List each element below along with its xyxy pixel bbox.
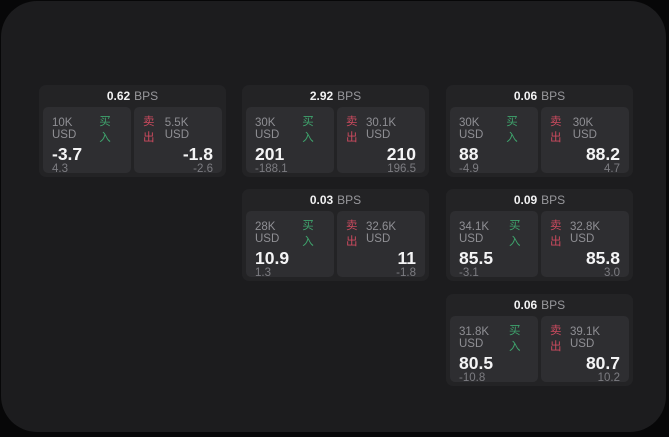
- sell-quote[interactable]: 卖出 30K USD 88.2 4.7: [541, 107, 629, 175]
- quote-card[interactable]: 0.06 BPS 30K USD 买入 88 -4.9 卖出 30K USD 8…: [446, 85, 633, 177]
- buy-price: 80.5: [459, 353, 494, 373]
- sell-side-label: 卖出: [550, 325, 562, 353]
- quote-card[interactable]: 0.03 BPS 28K USD 买入 10.9 1.3 卖出 32.6K US…: [242, 189, 429, 281]
- spread-header: 0.09 BPS: [450, 189, 629, 211]
- sell-delta: 196.5: [387, 163, 416, 175]
- buy-size: 30K USD: [255, 117, 280, 141]
- sell-size: 5.5K USD: [164, 117, 189, 141]
- sell-price: 210: [386, 144, 416, 164]
- spread-value: 2.92: [309, 89, 334, 103]
- spread-header: 2.92 BPS: [246, 85, 425, 107]
- sell-delta: -2.6: [193, 163, 213, 175]
- quote-card[interactable]: 0.09 BPS 34.1K USD 买入 85.5 -3.1 卖出 32.8K…: [446, 189, 633, 281]
- buy-quote[interactable]: 10K USD 买入 -3.7 4.3: [43, 107, 131, 175]
- buy-quote[interactable]: 34.1K USD 买入 85.5 -3.1: [450, 211, 538, 279]
- sell-size: 32.6K USD: [366, 221, 397, 245]
- buy-side-label: 买入: [302, 116, 314, 144]
- spread-header: 0.62 BPS: [43, 85, 222, 107]
- spread-value: 0.06: [513, 298, 538, 312]
- buy-size: 30K USD: [459, 117, 484, 141]
- sell-side-label: 卖出: [346, 220, 358, 248]
- quote-body: 10K USD 买入 -3.7 4.3 卖出 5.5K USD -1.8 -2.…: [43, 107, 222, 175]
- buy-size: 34.1K USD: [459, 221, 490, 245]
- sell-side-label: 卖出: [550, 220, 562, 248]
- sell-side-label: 卖出: [550, 116, 562, 144]
- sell-size: 39.1K USD: [570, 326, 601, 350]
- buy-delta: -4.9: [459, 163, 479, 175]
- quote-body: 28K USD 买入 10.9 1.3 卖出 32.6K USD 11 -1.8: [246, 211, 425, 279]
- buy-price: 85.5: [459, 248, 494, 268]
- buy-side-label: 买入: [506, 116, 518, 144]
- buy-quote[interactable]: 28K USD 买入 10.9 1.3: [246, 211, 334, 279]
- buy-side-label: 买入: [302, 220, 314, 248]
- sell-price: -1.8: [182, 144, 213, 164]
- sell-delta: 4.7: [604, 163, 620, 175]
- spread-value: 0.03: [309, 193, 334, 207]
- quote-card[interactable]: 0.06 BPS 31.8K USD 买入 80.5 -10.8 卖出 39.1…: [446, 294, 633, 386]
- buy-delta: -10.8: [459, 372, 486, 384]
- spread-header: 0.06 BPS: [450, 294, 629, 316]
- sell-delta: 10.2: [597, 372, 620, 384]
- spread-unit: BPS: [337, 193, 362, 207]
- sell-price: 11: [397, 248, 417, 268]
- spread-unit: BPS: [541, 193, 566, 207]
- sell-quote[interactable]: 卖出 39.1K USD 80.7 10.2: [541, 316, 629, 384]
- sell-quote[interactable]: 卖出 5.5K USD -1.8 -2.6: [134, 107, 222, 175]
- buy-delta: 1.3: [255, 267, 271, 279]
- buy-size: 31.8K USD: [459, 326, 490, 350]
- spread-value: 0.62: [106, 89, 131, 103]
- sell-price: 80.7: [585, 353, 620, 373]
- spread-unit: BPS: [337, 89, 362, 103]
- buy-price: -3.7: [52, 144, 83, 164]
- spread-unit: BPS: [134, 89, 159, 103]
- sell-price: 85.8: [585, 248, 620, 268]
- quote-body: 30K USD 买入 88 -4.9 卖出 30K USD 88.2 4.7: [450, 107, 629, 175]
- sell-side-label: 卖出: [143, 116, 155, 144]
- quote-body: 30K USD 买入 201 -188.1 卖出 30.1K USD 210 1…: [246, 107, 425, 175]
- spread-unit: BPS: [541, 298, 566, 312]
- buy-size: 28K USD: [255, 221, 280, 245]
- buy-quote[interactable]: 30K USD 买入 88 -4.9: [450, 107, 538, 175]
- sell-quote[interactable]: 卖出 32.6K USD 11 -1.8: [337, 211, 425, 279]
- quote-body: 34.1K USD 买入 85.5 -3.1 卖出 32.8K USD 85.8…: [450, 211, 629, 279]
- buy-price: 10.9: [255, 248, 290, 268]
- sell-delta: 3.0: [604, 267, 620, 279]
- buy-delta: -188.1: [255, 163, 288, 175]
- sell-quote[interactable]: 卖出 30.1K USD 210 196.5: [337, 107, 425, 175]
- spread-value: 0.09: [513, 193, 538, 207]
- sell-size: 32.8K USD: [570, 221, 601, 245]
- sell-size: 30.1K USD: [366, 117, 397, 141]
- spread-unit: BPS: [541, 89, 566, 103]
- quote-body: 31.8K USD 买入 80.5 -10.8 卖出 39.1K USD 80.…: [450, 316, 629, 384]
- buy-delta: 4.3: [52, 163, 68, 175]
- buy-price: 88: [459, 144, 479, 164]
- spread-value: 0.06: [513, 89, 538, 103]
- buy-price: 201: [255, 144, 285, 164]
- sell-price: 88.2: [585, 144, 620, 164]
- buy-size: 10K USD: [52, 117, 77, 141]
- buy-quote[interactable]: 30K USD 买入 201 -188.1: [246, 107, 334, 175]
- quote-card[interactable]: 2.92 BPS 30K USD 买入 201 -188.1 卖出 30.1K …: [242, 85, 429, 177]
- quote-card[interactable]: 0.62 BPS 10K USD 买入 -3.7 4.3 卖出 5.5K USD…: [39, 85, 226, 177]
- sell-delta: -1.8: [396, 267, 416, 279]
- sell-quote[interactable]: 卖出 32.8K USD 85.8 3.0: [541, 211, 629, 279]
- buy-quote[interactable]: 31.8K USD 买入 80.5 -10.8: [450, 316, 538, 384]
- sell-side-label: 卖出: [346, 116, 358, 144]
- buy-side-label: 买入: [509, 325, 521, 353]
- buy-side-label: 买入: [99, 116, 111, 144]
- buy-delta: -3.1: [459, 267, 479, 279]
- buy-side-label: 买入: [509, 220, 521, 248]
- sell-size: 30K USD: [572, 117, 597, 141]
- spread-header: 0.06 BPS: [450, 85, 629, 107]
- spread-header: 0.03 BPS: [246, 189, 425, 211]
